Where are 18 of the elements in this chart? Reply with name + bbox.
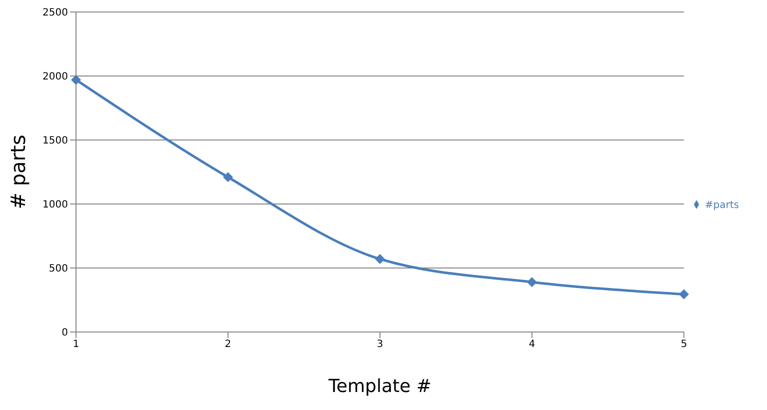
y-tick-label: 0: [62, 328, 68, 339]
y-tick-label: 500: [48, 264, 68, 275]
point: [222, 172, 233, 182]
x-axis-title: Template #: [327, 376, 432, 397]
x-tick-label: 2: [224, 339, 232, 350]
x-tick-label: 3: [376, 339, 384, 350]
x-tick-label: 4: [528, 339, 536, 350]
point: [526, 277, 537, 288]
point: [678, 289, 689, 300]
y-tick-label: 1500: [42, 136, 68, 147]
point: [374, 254, 385, 264]
legend-label: #parts: [704, 200, 739, 210]
y-tick-label: 2500: [42, 8, 68, 19]
y-tick-label: 2000: [42, 72, 68, 83]
y-tick-label: 1000: [42, 200, 68, 211]
x-tick-label: 1: [72, 339, 80, 350]
y-axis-title: # parts: [6, 134, 30, 210]
x-tick-label: 5: [680, 339, 688, 350]
